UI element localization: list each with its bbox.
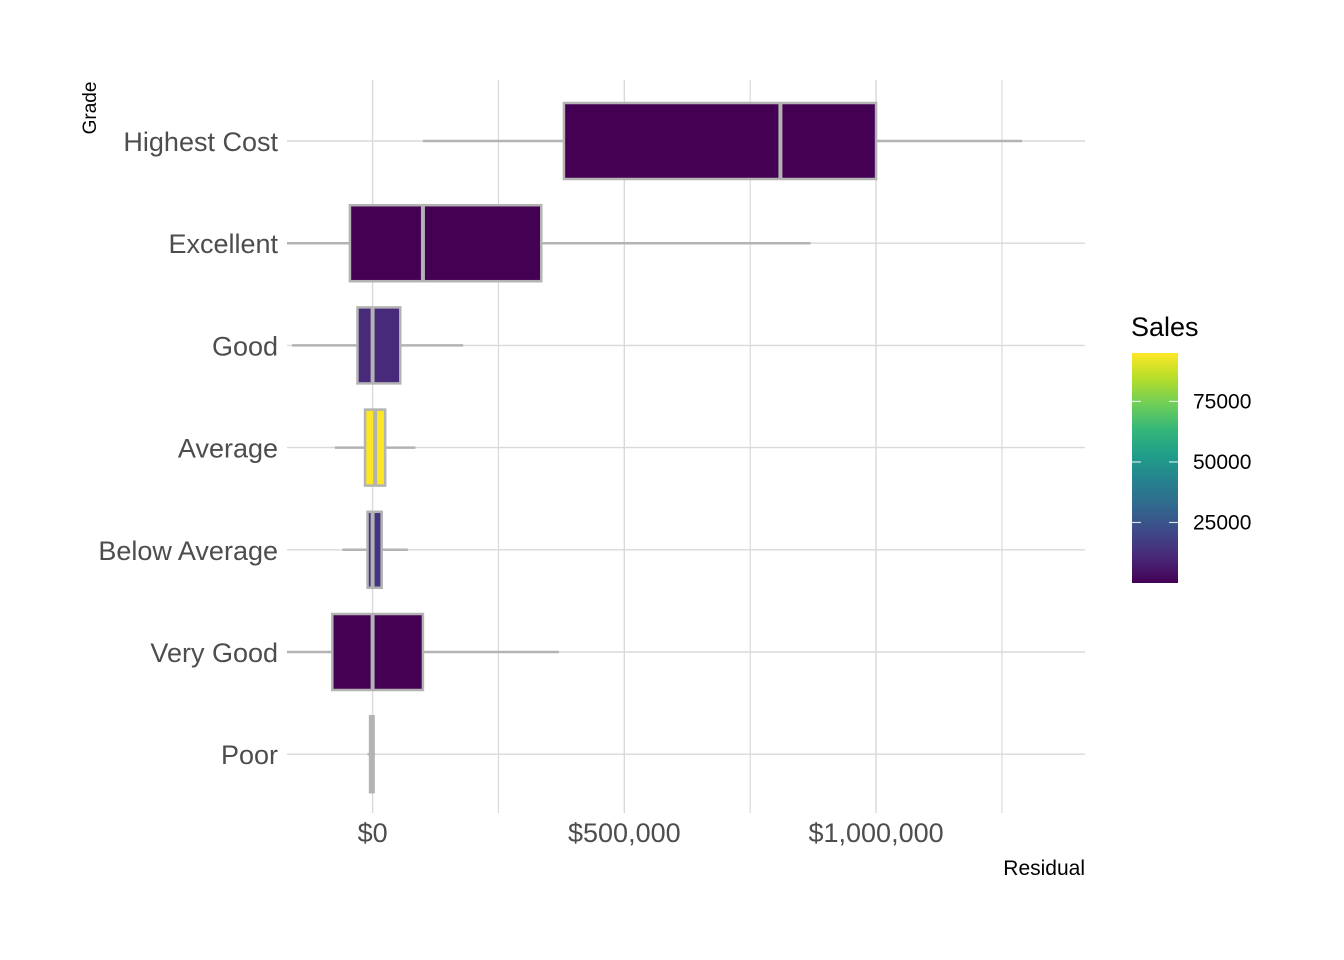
box-average — [334, 408, 416, 487]
y-tick-label: Excellent — [168, 229, 278, 259]
colorbar — [1132, 353, 1178, 583]
x-axis-title: Residual — [1003, 857, 1085, 880]
box-body — [331, 612, 425, 692]
box-highest-cost — [422, 101, 1023, 181]
y-tick-label: Below Average — [98, 536, 278, 566]
box-very-good — [287, 612, 559, 692]
legend-label: 25000 — [1193, 511, 1251, 534]
box-body — [356, 306, 402, 385]
box-below-average — [342, 510, 408, 590]
y-tick-label: Average — [178, 434, 278, 464]
box-good — [292, 306, 464, 385]
box-poor — [367, 714, 376, 794]
legend-label: 50000 — [1193, 451, 1251, 474]
y-tick-label: Poor — [221, 740, 278, 770]
boxes — [287, 101, 1023, 794]
box-excellent — [287, 203, 811, 283]
x-tick-labels: $0 $500,000 $1,000,000 — [358, 818, 944, 848]
y-tick-label: Very Good — [150, 638, 278, 668]
y-tick-label: Good — [212, 331, 278, 361]
box-body — [562, 101, 878, 181]
x-tick-label: $1,000,000 — [808, 818, 943, 848]
legend: Sales 25000 50000 75000 — [1131, 312, 1251, 583]
x-tick-label: $500,000 — [568, 818, 681, 848]
box-body — [366, 510, 383, 590]
x-tick-label: $0 — [358, 818, 388, 848]
y-tick-label: Highest Cost — [123, 127, 278, 157]
y-tick-labels: Highest Cost Excellent Good Average Below Av… — [98, 127, 278, 770]
legend-label: 75000 — [1193, 390, 1251, 413]
y-axis-title: Grade — [80, 82, 101, 135]
box-body — [348, 203, 543, 283]
legend-title: Sales — [1131, 312, 1199, 342]
